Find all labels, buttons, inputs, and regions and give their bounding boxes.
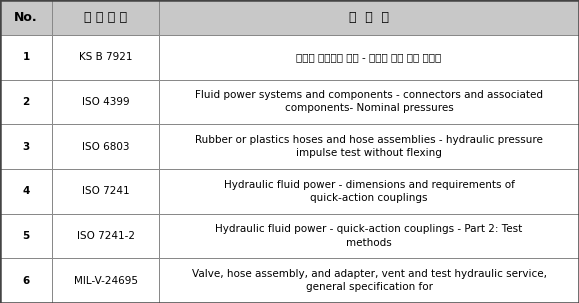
Bar xyxy=(0,35,52,79)
Text: Hydraulic fluid power - dimensions and requirements of
quick-action couplings: Hydraulic fluid power - dimensions and r… xyxy=(223,180,515,203)
Bar xyxy=(0,124,52,169)
Bar xyxy=(52,0,159,35)
Bar xyxy=(52,214,159,258)
Bar xyxy=(159,35,579,79)
Text: Rubber or plastics hoses and hose assemblies - hydraulic pressure
impulse test w: Rubber or plastics hoses and hose assemb… xyxy=(195,135,543,158)
Text: 2: 2 xyxy=(23,97,30,107)
Text: 5: 5 xyxy=(23,231,30,241)
Bar xyxy=(159,169,579,214)
Text: Fluid power systems and components - connectors and associated
components- Nomin: Fluid power systems and components - con… xyxy=(195,90,543,114)
Bar xyxy=(52,35,159,79)
Bar xyxy=(52,124,159,169)
Text: Valve, hose assembly, and adapter, vent and test hydraulic service,
general spec: Valve, hose assembly, and adapter, vent … xyxy=(192,269,547,292)
Bar xyxy=(159,214,579,258)
Text: ISO 7241: ISO 7241 xyxy=(82,186,130,196)
Bar xyxy=(159,79,579,124)
Text: Hydraulic fluid power - quick-action couplings - Part 2: Test
methods: Hydraulic fluid power - quick-action cou… xyxy=(215,224,523,248)
Bar xyxy=(52,79,159,124)
Text: ISO 7241-2: ISO 7241-2 xyxy=(76,231,135,241)
Bar xyxy=(0,214,52,258)
Text: 6: 6 xyxy=(23,276,30,286)
Bar xyxy=(159,258,579,303)
Bar xyxy=(0,79,52,124)
Text: ISO 6803: ISO 6803 xyxy=(82,142,130,152)
Bar xyxy=(159,124,579,169)
Text: KS B 7921: KS B 7921 xyxy=(79,52,133,62)
Text: 표 준 번 호: 표 준 번 호 xyxy=(84,11,127,24)
Text: 1: 1 xyxy=(23,52,30,62)
Text: 4: 4 xyxy=(23,186,30,196)
Text: 표  준  명: 표 준 명 xyxy=(349,11,389,24)
Bar xyxy=(0,169,52,214)
Bar xyxy=(0,0,52,35)
Text: 농업용 트랙터와 기계 - 일반용 신속 유압 커플러: 농업용 트랙터와 기계 - 일반용 신속 유압 커플러 xyxy=(296,52,442,62)
Text: MIL-V-24695: MIL-V-24695 xyxy=(74,276,138,286)
Bar xyxy=(52,258,159,303)
Bar xyxy=(159,0,579,35)
Bar xyxy=(0,258,52,303)
Bar xyxy=(52,169,159,214)
Text: 3: 3 xyxy=(23,142,30,152)
Text: No.: No. xyxy=(14,11,38,24)
Text: ISO 4399: ISO 4399 xyxy=(82,97,130,107)
